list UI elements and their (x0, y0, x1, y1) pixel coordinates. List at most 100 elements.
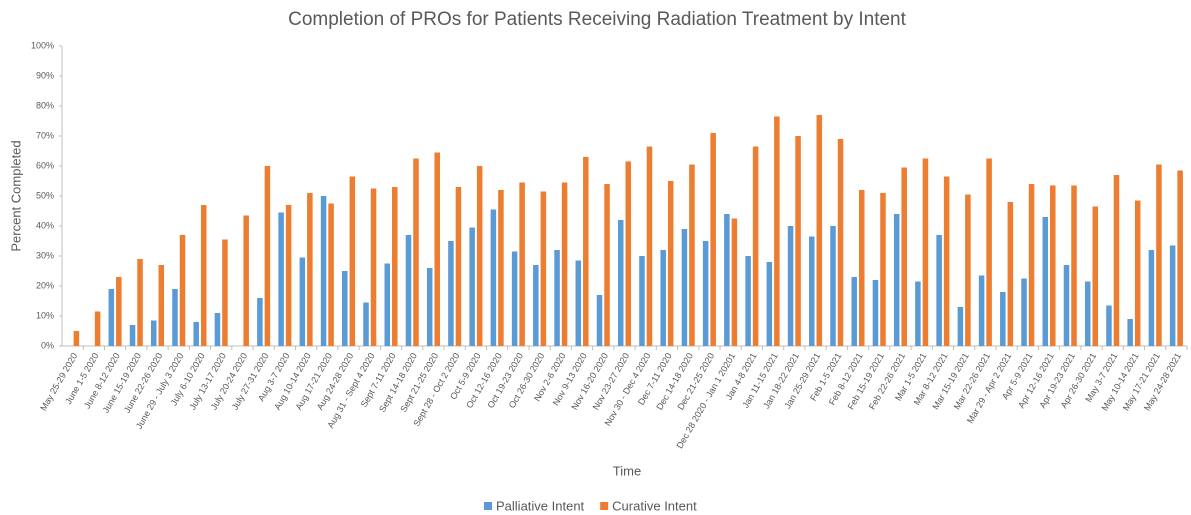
bar (787, 226, 794, 346)
y-tick-label: 30% (36, 250, 54, 260)
bar (774, 116, 780, 346)
bar (1134, 200, 1141, 346)
bar (158, 265, 165, 346)
bar (1148, 250, 1155, 346)
bar (172, 289, 178, 346)
bar (278, 212, 284, 346)
bar (816, 115, 823, 346)
bar (137, 259, 143, 346)
bar (384, 263, 391, 346)
bar (646, 146, 653, 346)
bar (660, 250, 666, 346)
bar (809, 236, 815, 346)
bar (1084, 281, 1091, 346)
bar (320, 196, 327, 346)
bar (830, 226, 836, 346)
bar (724, 214, 730, 346)
bar (1092, 206, 1098, 346)
y-tick-label: 100% (31, 40, 54, 50)
y-tick-label: 80% (36, 100, 54, 110)
bar (193, 322, 199, 346)
bar (752, 146, 759, 346)
bar (681, 229, 688, 346)
y-tick-label: 0% (41, 340, 54, 350)
bar (490, 209, 497, 346)
legend-label: Palliative Intent (496, 498, 585, 513)
bar (858, 190, 865, 346)
bar (448, 241, 454, 346)
bar (1021, 278, 1027, 346)
bar (222, 239, 228, 346)
bar (307, 193, 313, 346)
bar (498, 190, 504, 346)
legend-swatch (600, 502, 609, 510)
bar (625, 161, 632, 346)
bar (901, 167, 907, 346)
y-axis-label: Percent Completed (8, 140, 23, 251)
bar (943, 176, 950, 346)
bar (476, 166, 483, 346)
x-axis-label: Time (613, 463, 641, 478)
bar (1063, 265, 1070, 346)
y-tick-label: 20% (36, 280, 54, 290)
bar (936, 235, 942, 346)
bar (561, 182, 568, 346)
bar (922, 158, 929, 346)
bar (299, 257, 306, 346)
bar (533, 265, 539, 346)
bar (604, 184, 610, 346)
bar (596, 295, 603, 346)
bar (554, 250, 560, 346)
bar (1127, 319, 1133, 346)
bar (795, 136, 801, 346)
bar (583, 157, 589, 346)
bar (957, 307, 964, 346)
bar (469, 227, 475, 346)
bar (129, 325, 136, 346)
bar (575, 260, 582, 346)
y-tick-label: 40% (36, 220, 54, 230)
bar (1071, 185, 1077, 346)
bar (1106, 305, 1112, 346)
bar (179, 235, 186, 346)
bar (710, 133, 716, 346)
bar (915, 281, 921, 346)
bar (893, 214, 900, 346)
bar (349, 176, 356, 346)
bar (1177, 170, 1183, 346)
bar (617, 220, 624, 346)
bar (370, 188, 377, 346)
bar (965, 194, 971, 346)
bar (328, 203, 334, 346)
y-tick-label: 50% (36, 190, 54, 200)
bar (766, 262, 773, 346)
bar (214, 313, 221, 346)
bar (94, 311, 101, 346)
bar (108, 289, 115, 346)
bar (1028, 184, 1035, 346)
bar (986, 158, 992, 346)
bar (745, 256, 751, 346)
bar (1007, 202, 1014, 346)
bar (519, 182, 525, 346)
bar (689, 164, 695, 346)
bar (285, 205, 292, 346)
bar (200, 205, 207, 346)
y-tick-label: 70% (36, 130, 54, 140)
y-tick-label: 10% (36, 310, 54, 320)
bar (455, 187, 462, 346)
bar (872, 280, 879, 346)
bar (667, 181, 674, 346)
bar (978, 275, 985, 346)
bar (73, 331, 80, 346)
y-tick-label: 60% (36, 160, 54, 170)
bar (851, 277, 857, 346)
bar (413, 158, 419, 346)
bar (434, 152, 440, 346)
bar (405, 235, 412, 346)
bar (342, 271, 348, 346)
bar (1113, 175, 1120, 346)
bar (151, 320, 157, 346)
bar (1042, 217, 1049, 346)
